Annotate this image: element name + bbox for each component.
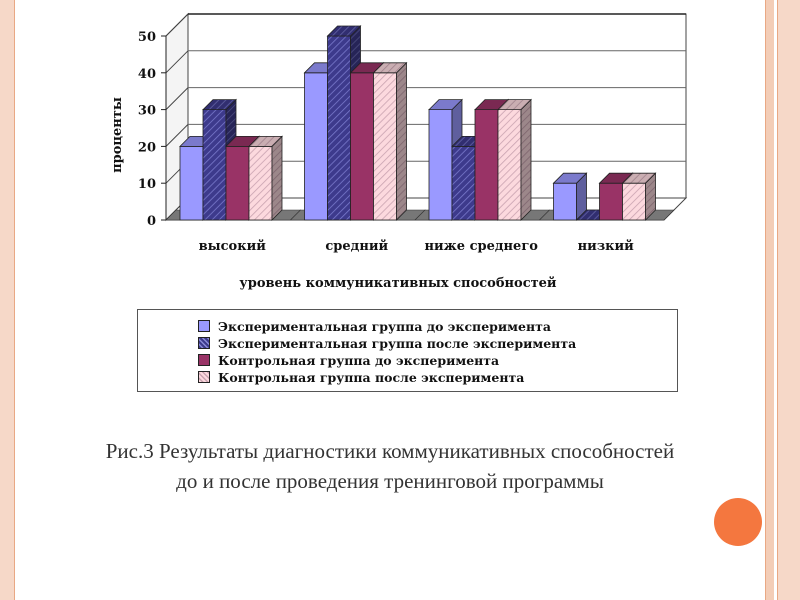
slide-frame-left bbox=[0, 0, 14, 600]
y-tick-label: 20 bbox=[138, 140, 156, 155]
bar-top bbox=[248, 135, 283, 147]
legend-swatch bbox=[198, 371, 210, 383]
bar bbox=[373, 72, 397, 221]
x-tick-label: ниже среднего bbox=[425, 239, 539, 254]
bar-top bbox=[497, 99, 532, 110]
bar-top bbox=[372, 62, 408, 74]
bar-side bbox=[271, 135, 283, 221]
caption-line-2: до и после проведения тренинговой програ… bbox=[176, 469, 604, 493]
legend-label: Контрольная группа до эксперимента bbox=[218, 352, 500, 368]
bar bbox=[304, 72, 328, 221]
frame-line bbox=[14, 0, 15, 600]
bar bbox=[428, 109, 453, 221]
bar bbox=[350, 72, 374, 221]
legend-item: Экспериментальная группа до эксперимента bbox=[198, 318, 551, 334]
bar bbox=[248, 145, 273, 221]
bar bbox=[622, 182, 646, 221]
x-axis-label: уровень коммуникативных способностей bbox=[239, 276, 557, 291]
bar bbox=[553, 182, 577, 221]
legend-item: Экспериментальная группа после экспериме… bbox=[198, 335, 576, 351]
bar bbox=[202, 109, 227, 221]
legend-swatch bbox=[198, 320, 210, 332]
gridline-slant bbox=[165, 124, 189, 147]
slide-frame-right-inner bbox=[766, 0, 774, 600]
plot-area: 0 10 20 30 40 50 высокий средний ниже среднего ни… bbox=[138, 12, 688, 254]
caption-line-1: Рис.3 Результаты диагностики коммуникати… bbox=[105, 439, 675, 463]
gridline-slant bbox=[165, 87, 189, 110]
legend-item: Контрольная группа после эксперимента bbox=[198, 369, 524, 385]
bar bbox=[327, 35, 351, 221]
x-tick-label: низкий bbox=[578, 239, 634, 254]
bar bbox=[451, 145, 476, 221]
legend-label: Экспериментальная группа после экспериме… bbox=[218, 335, 577, 351]
bar-top bbox=[202, 99, 237, 110]
legend-swatch bbox=[198, 337, 210, 349]
y-axis-label: проценты bbox=[110, 97, 125, 173]
legend-label: Контрольная группа после эксперимента bbox=[218, 369, 525, 385]
y-tick-label: 30 bbox=[138, 104, 156, 119]
y-tick-label: 40 bbox=[138, 67, 156, 82]
decorative-circle bbox=[714, 498, 762, 546]
bar-chart: 0 10 20 30 40 50 высокий средний ниже среднего ни… bbox=[110, 12, 688, 291]
legend-swatch bbox=[198, 354, 210, 366]
bar bbox=[474, 109, 499, 221]
x-tick-label: высокий bbox=[199, 239, 267, 254]
legend-label: Экспериментальная группа до эксперимента bbox=[218, 318, 551, 334]
gridline-slant bbox=[165, 13, 189, 37]
gridline-slant bbox=[165, 50, 189, 74]
slide-frame-right-outer bbox=[778, 0, 800, 600]
x-tick-label: средний bbox=[325, 239, 388, 254]
y-tick-label: 10 bbox=[138, 177, 156, 192]
frame-line bbox=[777, 0, 778, 600]
bar-top bbox=[428, 99, 463, 110]
y-tick-label: 50 bbox=[138, 30, 156, 45]
legend-item: Контрольная группа до эксперимента bbox=[198, 352, 499, 368]
bar-top bbox=[326, 25, 362, 37]
bar-top bbox=[552, 172, 588, 184]
bar bbox=[497, 109, 522, 221]
frame-line bbox=[765, 0, 766, 600]
bar-top bbox=[621, 172, 657, 184]
bar-side bbox=[396, 61, 407, 221]
bar bbox=[599, 182, 623, 221]
chart-legend: Экспериментальная группа до эксперимента… bbox=[137, 309, 678, 392]
bar bbox=[179, 145, 204, 221]
bar bbox=[225, 145, 250, 221]
y-tick-label: 0 bbox=[147, 214, 156, 229]
bar-side bbox=[520, 98, 532, 221]
figure-caption: Рис.3 Результаты диагностики коммуникати… bbox=[20, 436, 760, 496]
